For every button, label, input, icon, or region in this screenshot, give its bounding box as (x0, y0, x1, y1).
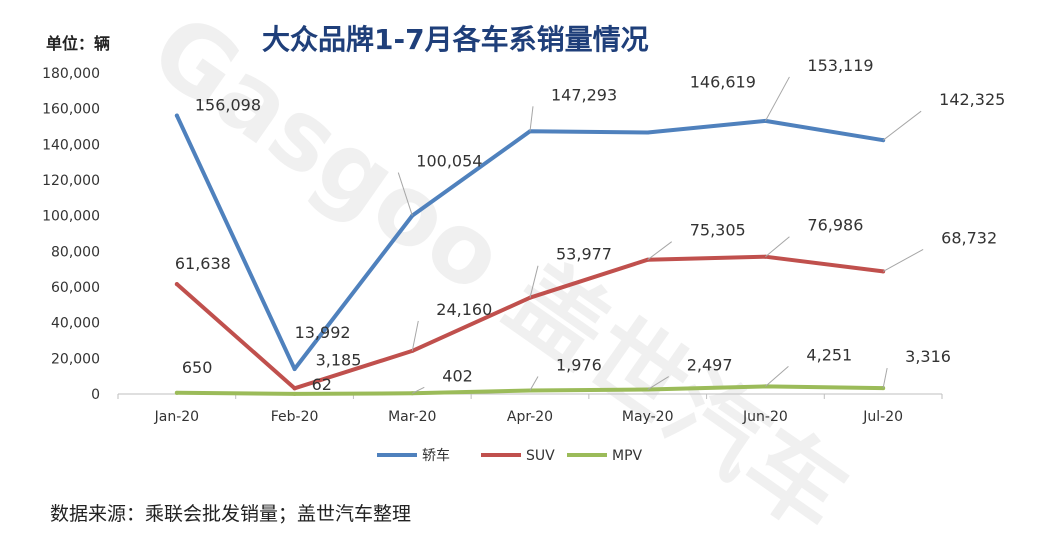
legend-label-2: SUV (526, 448, 555, 464)
x-tick-label: Jul-20 (862, 409, 903, 425)
data-label: 402 (442, 366, 473, 385)
leader-line (411, 320, 419, 352)
y-tick-label: 180,000 (42, 66, 100, 82)
x-tick-label: Jun-20 (742, 409, 788, 425)
data-label: 62 (312, 375, 332, 394)
data-label: 68,732 (941, 228, 997, 247)
leader-line (882, 367, 888, 389)
y-tick-label: 20,000 (51, 351, 100, 367)
data-label: 24,160 (436, 300, 492, 319)
x-tick-label: Jan-20 (154, 409, 199, 425)
leader-line (882, 248, 924, 272)
data-label: 4,251 (806, 345, 852, 364)
data-point (174, 113, 179, 118)
data-label: 75,305 (690, 221, 746, 240)
leader-line (765, 236, 790, 258)
data-label: 650 (182, 358, 213, 377)
data-label: 13,992 (295, 323, 351, 342)
y-tick-label: 60,000 (51, 280, 100, 296)
data-point (292, 367, 297, 372)
data-label: 100,054 (416, 152, 482, 171)
watermark-logo: Gasgoo 盖世汽车 (131, 0, 866, 554)
unit-label: 单位：辆 (46, 34, 111, 53)
y-tick-label: 0 (91, 387, 100, 403)
y-tick-label: 120,000 (42, 173, 100, 189)
data-point (292, 386, 297, 391)
leader-line (647, 241, 673, 261)
data-label: 3,316 (905, 347, 951, 366)
y-tick-label: 160,000 (42, 102, 100, 118)
data-label: 147,293 (551, 85, 617, 104)
data-label: 1,976 (556, 355, 602, 374)
leader-line (397, 172, 413, 216)
data-label: 156,098 (195, 96, 261, 115)
data-label: 153,119 (807, 56, 873, 75)
leader-line (529, 265, 539, 298)
data-point (174, 282, 179, 287)
data-point (174, 390, 179, 395)
legend-label-3: MPV (612, 448, 643, 464)
leader-line (647, 376, 669, 390)
y-tick-label: 40,000 (51, 316, 100, 332)
data-point (645, 130, 650, 135)
legend-label-1: 轿车 (422, 447, 450, 464)
y-tick-label: 100,000 (42, 209, 100, 225)
leader-line (882, 110, 922, 141)
data-source-note: 数据来源：乘联会批发销量；盖世汽车整理 (50, 503, 412, 525)
data-label: 61,638 (175, 254, 231, 273)
leader-line (764, 76, 790, 122)
x-tick-label: May-20 (622, 409, 674, 425)
leader-line (529, 376, 539, 391)
x-tick-label: Feb-20 (271, 409, 319, 425)
data-label: 76,986 (807, 216, 863, 235)
data-label: 53,977 (556, 245, 612, 264)
data-label: 142,325 (939, 90, 1005, 109)
leader-line (765, 366, 789, 387)
leader-line (529, 106, 534, 132)
data-label: 2,497 (687, 356, 733, 375)
x-tick-label: Mar-20 (388, 409, 436, 425)
x-tick-label: Apr-20 (507, 409, 553, 425)
chart-title: 大众品牌1-7月各车系销量情况 (262, 23, 649, 56)
leader-line (412, 386, 425, 394)
data-label: 3,185 (316, 350, 362, 369)
data-point (292, 391, 297, 396)
y-tick-label: 140,000 (42, 137, 100, 153)
y-tick-label: 80,000 (51, 244, 100, 260)
data-label: 146,619 (690, 73, 756, 92)
